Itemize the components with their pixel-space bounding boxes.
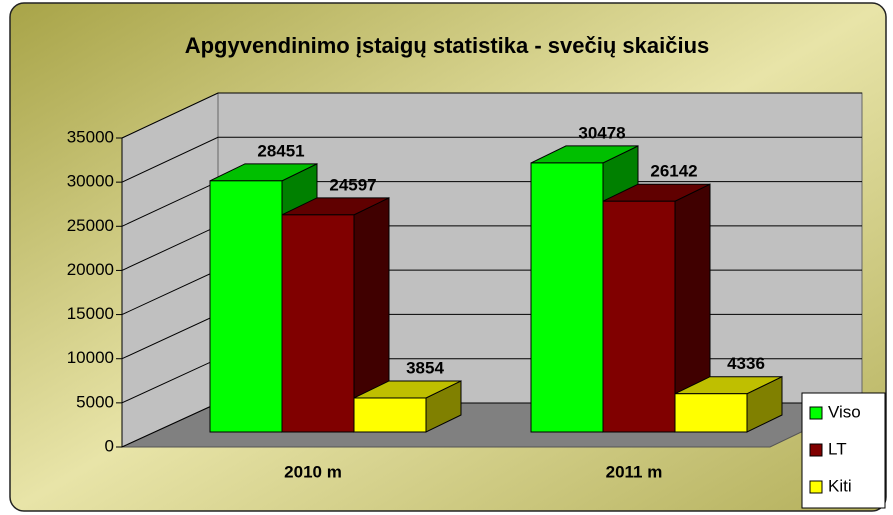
data-label: 28451 <box>257 141 304 160</box>
bar <box>353 397 427 433</box>
y-tick-label: 15000 <box>67 304 114 323</box>
y-tick-label: 5000 <box>76 392 114 411</box>
legend-swatch <box>809 480 823 494</box>
legend-swatch <box>809 406 823 420</box>
grid-line <box>121 92 862 139</box>
x-tick-label: 2011 m <box>606 462 663 481</box>
legend-label: Kiti <box>828 476 852 495</box>
y-tick-label: 25000 <box>67 216 114 235</box>
y-tick-label: 35000 <box>67 127 114 146</box>
legend-swatch <box>809 443 823 457</box>
data-label: 24597 <box>329 175 376 194</box>
bar <box>281 214 355 433</box>
grid-line <box>121 136 862 183</box>
data-label: 30478 <box>578 123 625 142</box>
bar <box>530 162 604 433</box>
data-label: 4336 <box>727 354 765 373</box>
x-tick-label: 2010 m <box>284 462 342 481</box>
data-label: 3854 <box>406 358 444 377</box>
y-tick-label: 20000 <box>67 260 114 279</box>
bar <box>602 200 676 433</box>
bar <box>209 180 283 433</box>
bar <box>674 393 748 433</box>
y-tick-label: 10000 <box>67 348 114 367</box>
chart-title: Apgyvendinimo įstaigų statistika - sveči… <box>185 33 710 58</box>
side-wall <box>121 92 219 448</box>
y-tick-label: 0 <box>105 436 114 455</box>
y-tick-label: 30000 <box>67 172 114 191</box>
legend-label: LT <box>828 439 847 458</box>
data-label: 26142 <box>650 162 697 181</box>
legend-label: Viso <box>828 402 861 421</box>
